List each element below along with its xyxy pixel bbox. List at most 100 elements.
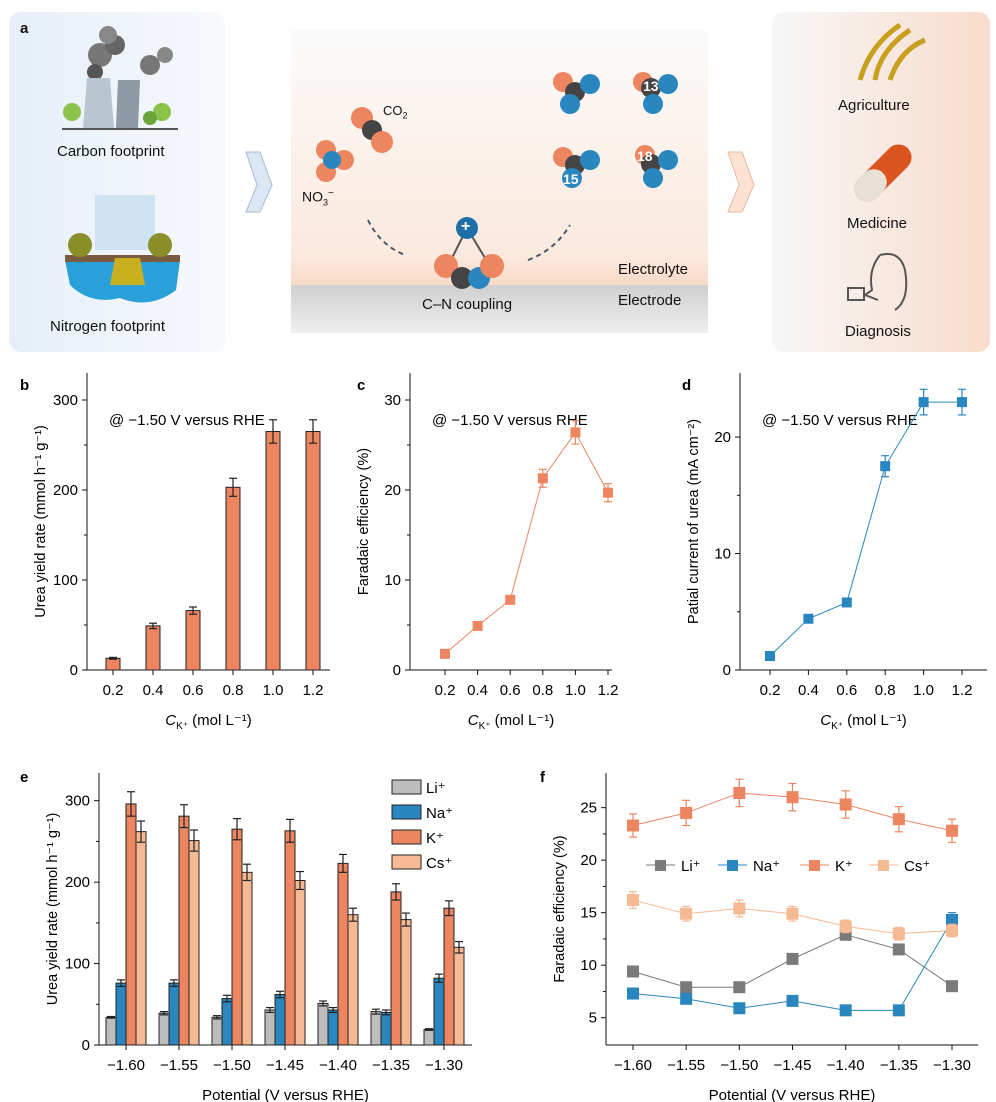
bar-cs (135, 831, 147, 1046)
y-tick-label: 10 (580, 957, 597, 974)
bar-cs (188, 840, 200, 1046)
x-tick-label: −1.60 (107, 1057, 145, 1074)
electrolyte-label: Electrolyte (618, 261, 689, 278)
nitrogen-footprint-label: Nitrogen footprint (50, 318, 166, 335)
cn-coupling-label: C–N coupling (422, 296, 513, 313)
x-tick-label: −1.30 (425, 1057, 463, 1074)
legend-swatch (391, 829, 422, 845)
x-axis-label: CK⁺ (mol L⁻¹) (820, 712, 907, 732)
bar-k (390, 891, 402, 1046)
y-tick-label: 25 (580, 800, 597, 817)
cation-plus-label: + (461, 218, 471, 235)
no3-molecule (316, 140, 354, 182)
x-tick-label: 0.6 (183, 682, 204, 699)
data-point (570, 427, 581, 438)
bar-k (284, 830, 296, 1046)
legend-marker (878, 860, 889, 871)
isotope-15-label: 15 (563, 171, 579, 187)
data-point (765, 651, 775, 662)
y-axis-label: Urea yield rate (mmol h⁻¹ g⁻¹) (33, 425, 49, 618)
bar-na (327, 1009, 339, 1046)
condition-annotation: @ −1.50 V versus RHE (762, 412, 918, 429)
x-tick-label: 0.8 (875, 682, 896, 699)
bar (185, 610, 201, 671)
x-axis-label: CK⁺ (mol L⁻¹) (165, 712, 252, 732)
bar (265, 431, 281, 671)
co2-label: CO2 (383, 103, 408, 121)
cn-intermediate (434, 217, 504, 289)
legend-label: K⁺ (835, 858, 853, 875)
y-tick-label: 200 (65, 874, 90, 891)
legend-label: Li⁺ (681, 858, 701, 875)
factory-icon (62, 26, 178, 130)
x-tick-label: 0.6 (836, 682, 857, 699)
data-point (680, 806, 693, 819)
y-tick-label: 0 (82, 1037, 90, 1054)
no3-text: NO (302, 188, 323, 205)
x-tick-label: −1.40 (319, 1057, 357, 1074)
agriculture-label: Agriculture (838, 97, 910, 114)
x-tick-label: −1.35 (372, 1057, 410, 1074)
x-axis-label: Potential (V versus RHE) (202, 1087, 369, 1102)
data-point (892, 1004, 905, 1017)
x-tick-label: −1.45 (774, 1057, 812, 1074)
arrow-icon (367, 219, 406, 256)
data-point (803, 613, 814, 624)
y-tick-label: 200 (53, 482, 78, 499)
no3-label: NO3− (302, 188, 334, 207)
panel-label-b: b (20, 377, 29, 394)
data-point (839, 798, 852, 811)
bar-k (231, 828, 243, 1046)
y-tick-label: 300 (65, 793, 90, 810)
x-tick-label: 0.2 (760, 682, 781, 699)
legend-swatch (391, 804, 422, 820)
data-point (786, 791, 799, 804)
bar (105, 657, 121, 671)
y-tick-label: 20 (714, 429, 731, 446)
x-tick-label: −1.45 (266, 1057, 304, 1074)
y-tick-label: 0 (723, 662, 731, 679)
data-point (680, 907, 693, 920)
medicine-label: Medicine (847, 215, 908, 232)
data-point (946, 914, 958, 927)
data-point (733, 981, 746, 994)
data-point (839, 1004, 852, 1017)
bar-na (168, 982, 180, 1046)
data-point (537, 473, 548, 484)
y-tick-label: 300 (53, 392, 78, 409)
data-point (786, 952, 799, 965)
y-tick-label: 10 (714, 546, 731, 563)
x-tick-label: −1.50 (213, 1057, 251, 1074)
x-tick-label: 1.0 (263, 682, 284, 699)
y-axis-label: Urea yield rate (mmol h⁻¹ g⁻¹) (45, 813, 61, 1006)
x-tick-label: 1.2 (598, 682, 619, 699)
x-tick-label: 1.0 (565, 682, 586, 699)
data-point (680, 981, 693, 994)
legend-marker (809, 860, 820, 871)
bar-li (158, 1012, 170, 1046)
condition-annotation: @ −1.50 V versus RHE (109, 412, 265, 429)
y-tick-label: 15 (580, 905, 597, 922)
data-point (472, 620, 483, 631)
x-tick-label: 0.6 (500, 682, 521, 699)
data-point (733, 1002, 746, 1015)
carbon-footprint-label: Carbon footprint (57, 143, 165, 160)
data-point (440, 648, 450, 659)
y-tick-label: 30 (384, 392, 401, 409)
legend-label: K⁺ (426, 830, 444, 847)
y-tick-label: 20 (384, 482, 401, 499)
legend-swatch (391, 779, 422, 795)
y-tick-label: 0 (393, 662, 401, 679)
isotope-13-label: 13 (643, 78, 659, 94)
bar (225, 486, 241, 671)
data-point (839, 920, 852, 933)
bar-li (211, 1016, 223, 1046)
x-tick-label: 0.4 (798, 682, 819, 699)
bar-k (125, 803, 137, 1046)
y-tick-label: 0 (70, 662, 78, 679)
y-tick-label: 20 (580, 852, 597, 869)
panel-label-f: f (540, 769, 546, 786)
capsule-icon (854, 144, 912, 202)
isotope-18-label: 18 (637, 148, 653, 164)
